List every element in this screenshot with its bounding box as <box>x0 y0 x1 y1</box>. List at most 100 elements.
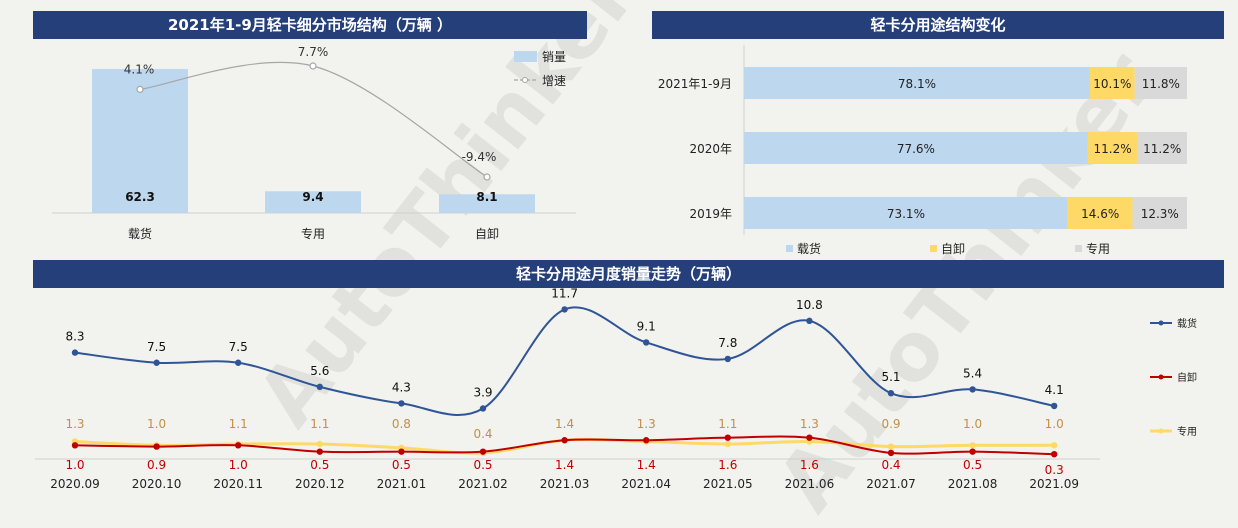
x-tick-label: 2021.05 <box>703 477 753 491</box>
legend-marker-growth <box>522 77 528 83</box>
label-自卸: 1.4 <box>555 458 574 472</box>
point-自卸 <box>71 442 79 449</box>
bar-自卸 <box>439 194 535 213</box>
chart2-title: 轻卡分用途结构变化 <box>652 11 1224 39</box>
label-专用: 1.0 <box>1045 417 1064 431</box>
x-tick-label: 2020.12 <box>295 477 345 491</box>
point-自卸 <box>153 443 160 450</box>
label-自卸: 1.6 <box>718 458 737 472</box>
label-载货: 5.1 <box>881 370 900 384</box>
x-tick-label: 2020.09 <box>50 477 100 491</box>
x-tick-label: 2020.11 <box>213 477 263 491</box>
label-专用: 0.4 <box>473 427 492 441</box>
legend-label-专用: 专用 <box>1177 425 1197 438</box>
label-载货: 8.3 <box>65 330 84 344</box>
growth-label: 4.1% <box>124 62 155 76</box>
label-载货: 7.5 <box>147 340 166 354</box>
x-tick-label: 自卸 <box>475 226 499 241</box>
label-专用: 1.3 <box>65 417 84 431</box>
label-自卸: 0.3 <box>1045 463 1064 477</box>
label-自卸: 1.0 <box>65 458 84 472</box>
bar-segment-载货 <box>744 197 1068 229</box>
label-载货: 4.1 <box>1045 383 1064 397</box>
point-专用 <box>887 443 895 450</box>
point-载货 <box>153 359 160 366</box>
legend-swatch-载货 <box>786 245 793 252</box>
segment-label: 78.1% <box>898 77 936 91</box>
bar-载货 <box>92 69 188 213</box>
point-自卸 <box>969 448 976 455</box>
point-自卸 <box>479 448 487 455</box>
growth-label: 7.7% <box>298 45 329 59</box>
label-载货: 11.7 <box>551 286 578 300</box>
bar-segment-自卸 <box>1067 197 1133 229</box>
label-自卸: 0.9 <box>147 458 166 472</box>
segment-label: 11.2% <box>1094 142 1132 156</box>
label-载货: 5.6 <box>310 364 329 378</box>
bar-segment-专用 <box>1132 197 1187 229</box>
label-专用: 1.0 <box>963 417 982 431</box>
legend-label-载货: 载货 <box>1177 317 1197 330</box>
segment-label: 10.1% <box>1093 77 1131 91</box>
segment-label: 11.2% <box>1143 142 1181 156</box>
label-载货: 7.5 <box>229 340 248 354</box>
point-载货 <box>806 317 813 325</box>
bar-value-label: 8.1 <box>476 190 497 204</box>
point-专用 <box>1051 442 1058 449</box>
x-tick-label: 载货 <box>128 226 152 241</box>
label-载货: 3.9 <box>473 385 492 399</box>
legend-marker-专用 <box>1158 428 1164 434</box>
point-自卸 <box>806 434 813 441</box>
point-载货 <box>724 355 731 363</box>
label-载货: 5.4 <box>963 366 982 380</box>
point-专用 <box>316 440 323 448</box>
bar-segment-自卸 <box>1089 67 1135 99</box>
label-专用: 1.3 <box>637 417 656 431</box>
point-专用 <box>724 440 731 448</box>
x-tick-label: 2021.03 <box>540 477 590 491</box>
legend-swatch-自卸 <box>930 245 937 252</box>
label-专用: 1.1 <box>229 417 248 431</box>
point-自卸 <box>398 448 405 455</box>
x-tick-label: 2021.04 <box>621 477 671 491</box>
point-自卸 <box>235 442 242 449</box>
y-tick-label: 2021年1-9月 <box>658 77 732 91</box>
x-tick-label: 2021.01 <box>377 477 427 491</box>
label-自卸: 0.5 <box>392 458 411 472</box>
point-载货 <box>316 383 323 391</box>
point-自卸 <box>724 434 731 441</box>
point-自卸 <box>887 449 895 457</box>
label-自卸: 0.5 <box>473 458 492 472</box>
growth-point <box>309 62 317 70</box>
y-tick-label: 2020年 <box>689 142 732 156</box>
bar-专用 <box>265 191 361 213</box>
point-载货 <box>887 390 895 397</box>
point-自卸 <box>1051 450 1058 458</box>
legend-label-载货: 载货 <box>797 241 821 256</box>
growth-point <box>483 173 491 181</box>
bar-value-label: 62.3 <box>125 190 155 204</box>
label-专用: 1.4 <box>555 417 574 431</box>
point-载货 <box>479 405 487 412</box>
label-专用: 0.9 <box>881 417 900 431</box>
legend-label-自卸: 自卸 <box>1177 371 1197 384</box>
legend-label-sales: 销量 <box>542 50 566 64</box>
segment-label: 11.8% <box>1142 77 1180 91</box>
bar-value-label: 9.4 <box>302 190 323 204</box>
chart3-title: 轻卡分用途月度销量走势（万辆） <box>33 260 1224 288</box>
x-tick-label: 专用 <box>301 226 325 241</box>
point-自卸 <box>316 448 323 455</box>
bar-segment-专用 <box>1134 67 1187 99</box>
x-tick-label: 2021.07 <box>866 477 916 491</box>
legend-marker-自卸 <box>1158 374 1164 380</box>
segment-label: 77.6% <box>897 142 935 156</box>
label-载货: 4.3 <box>392 380 411 394</box>
x-tick-label: 2021.06 <box>785 477 835 491</box>
label-自卸: 1.0 <box>229 458 248 472</box>
point-自卸 <box>561 437 568 444</box>
x-tick-label: 2021.08 <box>948 477 998 491</box>
x-tick-label: 2020.10 <box>132 477 182 491</box>
segment-label: 12.3% <box>1141 207 1179 221</box>
legend-swatch-sales <box>514 51 537 62</box>
